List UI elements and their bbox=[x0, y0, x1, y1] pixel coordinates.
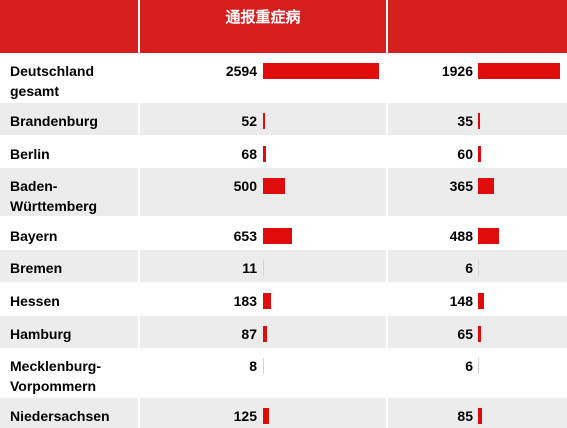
header-title: 通报重症病 bbox=[225, 9, 301, 26]
table-row: Bremen 11 6 bbox=[0, 250, 567, 282]
table-row: Berlin 68 60 bbox=[0, 136, 567, 168]
column-divider bbox=[386, 0, 388, 428]
bar-col1 bbox=[263, 178, 285, 194]
value-col1: 653 bbox=[233, 228, 257, 244]
value-col1: 87 bbox=[241, 326, 257, 342]
value-col2: 1926 bbox=[441, 63, 473, 79]
bar-col2 bbox=[478, 113, 480, 129]
state-label: Niedersachsen bbox=[10, 408, 110, 424]
state-label: Deutschland gesamt bbox=[10, 63, 95, 99]
bar-col1 bbox=[263, 63, 379, 79]
value-col1: 183 bbox=[233, 293, 257, 309]
header-cell-state bbox=[0, 0, 139, 53]
value-col2: 365 bbox=[449, 178, 473, 194]
value-col2: 6 bbox=[465, 260, 473, 276]
table-row: Mecklenburg-Vorpommern 8 6 bbox=[0, 348, 567, 396]
value-col1: 2594 bbox=[225, 63, 257, 79]
bar-axis bbox=[263, 358, 264, 374]
bar-axis bbox=[478, 358, 479, 374]
bar-col2 bbox=[478, 326, 481, 342]
table-row: Bayern 653 488 bbox=[0, 218, 567, 250]
bar-col2 bbox=[478, 228, 499, 244]
value-col1: 500 bbox=[233, 178, 257, 194]
state-label: Berlin bbox=[10, 146, 50, 162]
bar-col2 bbox=[478, 408, 482, 424]
value-col2: 148 bbox=[449, 293, 473, 309]
value-col1: 8 bbox=[249, 358, 257, 374]
bar-col1 bbox=[263, 293, 271, 309]
value-col2: 35 bbox=[457, 113, 473, 129]
value-col2: 60 bbox=[457, 146, 473, 162]
table-row: Baden-Württemberg 500 365 bbox=[0, 168, 567, 216]
bar-col1 bbox=[263, 146, 266, 162]
bar-col1 bbox=[263, 113, 265, 129]
value-col2: 488 bbox=[449, 228, 473, 244]
state-label: Baden-Württemberg bbox=[10, 178, 98, 214]
value-col1: 68 bbox=[241, 146, 257, 162]
bar-col2 bbox=[478, 178, 494, 194]
bar-axis bbox=[263, 260, 264, 276]
bar-col2 bbox=[478, 63, 560, 79]
state-label: Brandenburg bbox=[10, 113, 98, 129]
header-cell-col2 bbox=[387, 0, 567, 53]
column-divider bbox=[138, 0, 140, 428]
bar-col1 bbox=[263, 228, 292, 244]
header-cell-col1: 通报重症病 bbox=[139, 0, 387, 53]
state-label: Hamburg bbox=[10, 326, 72, 342]
bar-col2 bbox=[478, 146, 481, 162]
value-col2: 6 bbox=[465, 358, 473, 374]
value-col1: 52 bbox=[241, 113, 257, 129]
table-row: Niedersachsen 125 85 bbox=[0, 398, 567, 428]
table-row: Hessen 183 148 bbox=[0, 283, 567, 315]
bar-col1 bbox=[263, 326, 267, 342]
bar-axis bbox=[478, 260, 479, 276]
bar-col2 bbox=[478, 293, 484, 309]
value-col2: 85 bbox=[457, 408, 473, 424]
value-col1: 125 bbox=[233, 408, 257, 424]
value-col2: 65 bbox=[457, 326, 473, 342]
state-label: Mecklenburg-Vorpommern bbox=[10, 358, 102, 394]
value-col1: 11 bbox=[242, 260, 257, 276]
bar-col1 bbox=[263, 408, 269, 424]
table-row: Hamburg 87 65 bbox=[0, 316, 567, 348]
table-row: Deutschland gesamt 2594 1926 bbox=[0, 53, 567, 101]
state-label: Bayern bbox=[10, 228, 58, 244]
state-label: Hessen bbox=[10, 293, 60, 309]
state-label: Bremen bbox=[10, 260, 63, 276]
table-row: Brandenburg 52 35 bbox=[0, 103, 567, 135]
